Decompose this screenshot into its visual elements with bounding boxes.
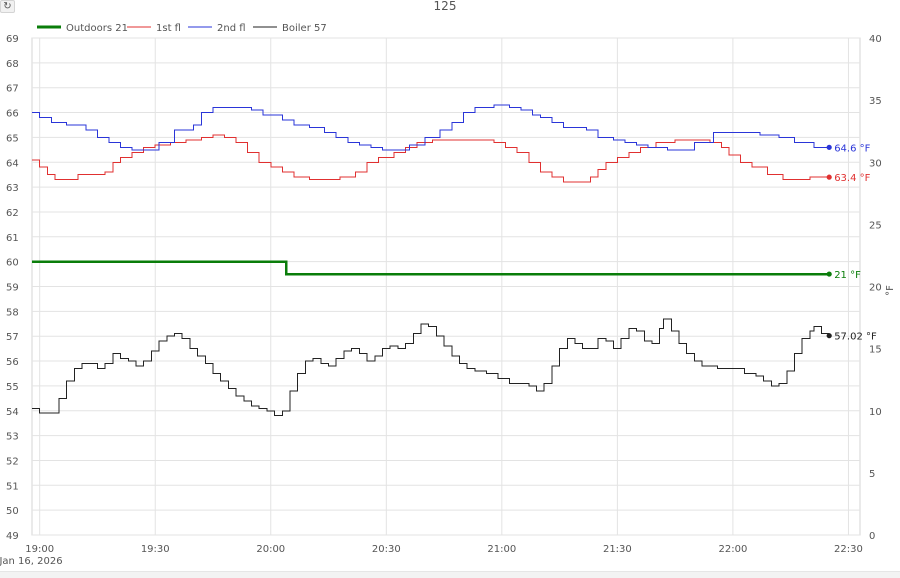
x-date-label: Jan 16, 2026 <box>0 556 63 567</box>
y-left-tick-label: 54 <box>6 407 19 418</box>
series-group: 21 °F 63.4 °F 64.6 °F 57.02 °F <box>32 104 877 417</box>
y-right-tick-label: 0 <box>869 531 875 542</box>
series-line <box>32 260 830 276</box>
y-left-tick-label: 51 <box>6 481 19 492</box>
y-left-tick-label: 66 <box>6 109 19 120</box>
series-end-label: 57.02 °F <box>834 332 877 343</box>
y-left-tick-label: 58 <box>6 307 19 318</box>
x-tick-label: 22:30 <box>834 544 863 555</box>
y-right-tick-label: 30 <box>869 158 882 169</box>
series-end-label: 21 °F <box>834 270 861 281</box>
series-end-point <box>826 144 832 150</box>
x-tick-label: 20:30 <box>372 544 401 555</box>
series-end-point <box>826 333 832 339</box>
y-left-tick-label: 65 <box>6 133 19 144</box>
y-left-tick-label: 69 <box>6 34 19 45</box>
series-line <box>32 134 830 183</box>
y-left-tick-label: 68 <box>6 59 19 70</box>
x-tick-label: 21:30 <box>603 544 632 555</box>
x-tick-label: 19:30 <box>141 544 170 555</box>
y-left-tick-label: 64 <box>6 158 19 169</box>
y-left-tick-label: 55 <box>6 382 19 393</box>
y-right-axis-label: °F <box>885 285 896 296</box>
legend-label[interactable]: Boiler 57 <box>282 23 327 34</box>
y-left-tick-label: 56 <box>6 357 19 368</box>
y-right-tick-label: 40 <box>869 34 882 45</box>
x-tick-label: 22:00 <box>718 544 747 555</box>
series-end-label: 64.6 °F <box>834 143 870 154</box>
y-right-tick-label: 35 <box>869 96 882 107</box>
y-right-tick-label: 15 <box>869 345 882 356</box>
x-tick-label: 19:00 <box>25 544 54 555</box>
y-left-tick-label: 59 <box>6 283 19 294</box>
x-tick-label: 21:00 <box>487 544 516 555</box>
y-right-tick-label: 20 <box>869 283 882 294</box>
axes: 4950515253545556575859606162636465666768… <box>0 34 896 567</box>
y-left-tick-label: 63 <box>6 183 19 194</box>
y-left-tick-label: 57 <box>6 332 19 343</box>
footer-strip <box>0 571 900 578</box>
y-right-tick-label: 25 <box>869 220 882 231</box>
legend-label[interactable]: 2nd fl <box>217 23 246 34</box>
series-line <box>32 318 830 417</box>
y-left-tick-label: 52 <box>6 456 19 467</box>
refresh-icon[interactable]: ↻ <box>0 0 15 13</box>
y-right-tick-label: 5 <box>869 469 875 480</box>
y-left-tick-label: 67 <box>6 84 19 95</box>
legend[interactable]: Outdoors 21 1st fl 2nd fl Boiler 57 <box>37 23 327 34</box>
legend-label[interactable]: Outdoors 21 <box>66 23 128 34</box>
series-line <box>32 104 830 151</box>
series-end-point <box>826 174 832 180</box>
y-left-tick-label: 53 <box>6 432 19 443</box>
y-left-tick-label: 61 <box>6 233 19 244</box>
series-end-label: 63.4 °F <box>834 173 870 184</box>
x-tick-label: 20:00 <box>256 544 285 555</box>
y-left-tick-label: 60 <box>6 258 19 269</box>
y-right-tick-label: 10 <box>869 407 882 418</box>
y-left-tick-label: 62 <box>6 208 19 219</box>
series-end-point <box>826 271 832 277</box>
y-left-tick-label: 50 <box>6 506 19 517</box>
legend-label[interactable]: 1st fl <box>156 23 181 34</box>
y-left-tick-label: 49 <box>6 531 19 542</box>
chart-title: 125 <box>433 0 457 13</box>
grid <box>31 37 861 536</box>
